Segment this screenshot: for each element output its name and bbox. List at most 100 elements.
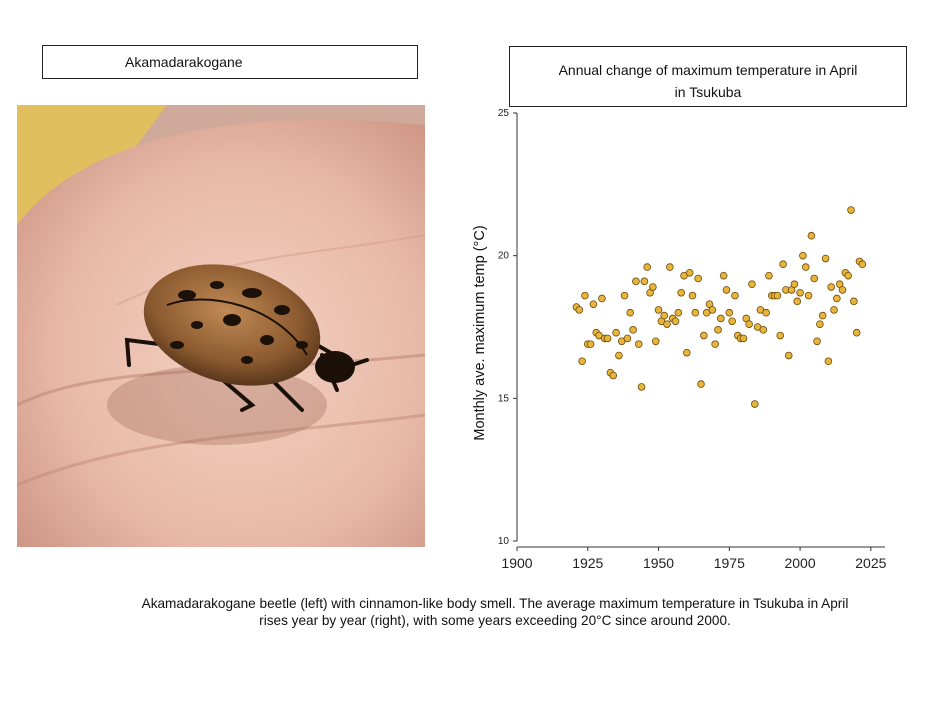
data-point xyxy=(784,351,793,360)
data-point xyxy=(813,337,821,346)
data-point xyxy=(683,348,691,357)
data-point xyxy=(722,286,731,294)
data-point xyxy=(728,317,736,326)
photo-title-text: Akamadarakogane xyxy=(125,54,243,70)
data-point xyxy=(649,283,657,291)
data-point xyxy=(717,314,725,323)
data-point xyxy=(654,306,663,314)
data-point xyxy=(818,311,827,320)
data-point xyxy=(827,283,836,291)
data-points xyxy=(572,206,867,408)
data-point xyxy=(793,297,802,306)
caption-line-2: rises year by year (right), with some ye… xyxy=(259,613,731,628)
data-point xyxy=(612,328,620,337)
data-point xyxy=(824,357,833,366)
data-point xyxy=(745,320,753,328)
data-point xyxy=(765,271,773,280)
data-point xyxy=(674,308,683,317)
data-point xyxy=(731,291,739,300)
data-point xyxy=(773,291,782,300)
data-point xyxy=(575,306,584,314)
chart-title-line-1: Annual change of maximum temperature in … xyxy=(558,62,858,78)
y-axis: 10 15 20 25 xyxy=(498,108,518,547)
photo-title: Akamadarakogane xyxy=(42,45,418,79)
data-point xyxy=(637,383,646,391)
finger-crease xyxy=(17,413,425,487)
data-point xyxy=(711,340,719,348)
chart-title-line-2: in Tsukuba xyxy=(674,84,742,100)
beetle-suture xyxy=(166,298,308,356)
data-point xyxy=(643,263,652,271)
data-point xyxy=(748,280,756,289)
data-point xyxy=(685,268,694,277)
data-point xyxy=(603,334,612,343)
data-point xyxy=(807,231,816,240)
data-point xyxy=(847,206,855,214)
data-point xyxy=(804,291,813,300)
y-tick-label: 15 xyxy=(498,393,510,404)
data-point xyxy=(759,326,768,334)
data-point xyxy=(739,334,748,343)
data-point xyxy=(615,351,623,360)
data-point xyxy=(651,337,660,346)
x-tick-label: 2000 xyxy=(784,555,815,571)
data-point xyxy=(623,334,632,343)
data-point xyxy=(776,331,785,340)
data-point xyxy=(821,254,830,263)
beetle-spots xyxy=(170,281,308,364)
x-tick-label: 1975 xyxy=(714,555,745,571)
data-point xyxy=(626,308,635,317)
y-tick-label: 25 xyxy=(498,108,510,119)
data-point xyxy=(852,328,861,337)
data-point xyxy=(779,260,787,269)
data-point xyxy=(810,274,819,283)
data-point xyxy=(634,340,643,348)
data-point xyxy=(830,306,838,314)
data-point xyxy=(725,308,734,317)
data-point xyxy=(629,326,637,334)
data-point xyxy=(589,300,598,308)
data-point xyxy=(719,271,728,280)
x-tick-label: 1900 xyxy=(501,555,532,571)
data-point xyxy=(632,277,640,286)
data-point xyxy=(660,311,669,320)
data-point xyxy=(640,277,649,286)
data-point xyxy=(850,297,858,306)
data-point xyxy=(838,286,847,294)
x-tick-label: 1925 xyxy=(572,555,603,571)
data-point xyxy=(796,288,804,297)
data-point xyxy=(844,271,853,280)
data-point xyxy=(694,274,702,283)
x-axis: 1900 1925 1950 1975 2000 2025 xyxy=(501,546,887,571)
x-tick-label: 1950 xyxy=(643,555,674,571)
data-point xyxy=(799,251,807,260)
y-tick-label: 10 xyxy=(498,536,510,547)
data-point xyxy=(581,291,589,300)
beetle-shadow xyxy=(107,365,327,445)
y-axis-label: Monthly ave. maximum temp (°C) xyxy=(472,225,488,440)
figure-caption: Akamadarakogane beetle (left) with cinna… xyxy=(60,595,930,629)
data-point xyxy=(688,291,697,300)
beetle-head xyxy=(315,351,355,383)
beetle-on-hand-illustration xyxy=(17,105,425,547)
data-point xyxy=(620,291,629,300)
data-point xyxy=(598,294,606,303)
data-point xyxy=(609,371,618,380)
x-tick-label: 2025 xyxy=(855,555,886,571)
data-point xyxy=(708,306,717,314)
data-point xyxy=(697,380,705,388)
data-point xyxy=(750,400,759,408)
data-point xyxy=(691,308,700,317)
data-point xyxy=(663,320,671,328)
data-point xyxy=(677,288,685,297)
data-point xyxy=(671,317,680,326)
data-point xyxy=(578,357,586,366)
data-point xyxy=(833,294,841,303)
caption-line-1: Akamadarakogane beetle (left) with cinna… xyxy=(141,596,849,611)
beetle-photo xyxy=(17,105,425,547)
chart-title: Annual change of maximum temperature in … xyxy=(509,46,907,107)
data-point xyxy=(762,308,770,317)
y-tick-label: 20 xyxy=(498,251,510,262)
data-point xyxy=(586,340,595,348)
